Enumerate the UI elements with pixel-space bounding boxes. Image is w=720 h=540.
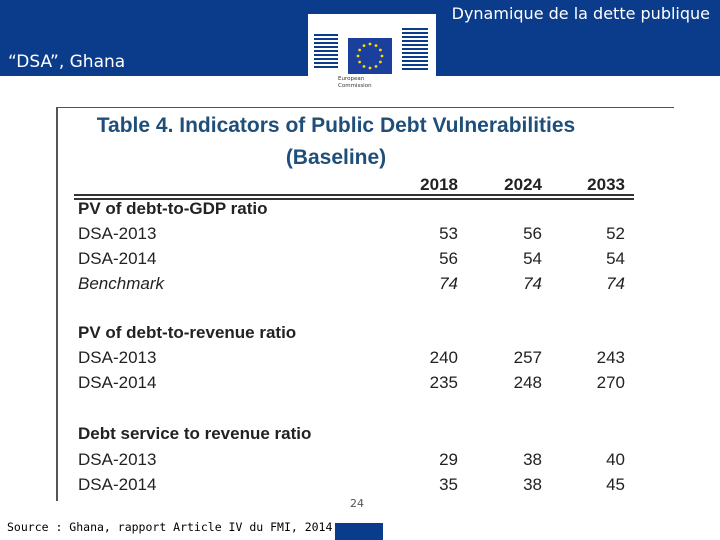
table-cell: 52 [606,224,625,243]
table-cell: 243 [596,348,625,367]
year-header: 2018 [420,175,458,194]
row-label: Benchmark [78,274,164,293]
row-label: DSA-2014 [78,475,157,494]
table-cell: 248 [513,373,542,392]
table-cell: 270 [596,373,625,392]
table-title-line1: Table 4. Indicators of Public Debt Vulne… [96,114,576,137]
slide-subtitle: “DSA”, Ghana [8,52,126,72]
eu-flag-icon [348,38,392,74]
year-header: 2033 [587,175,625,194]
header-rule-second [74,198,634,200]
row-label: DSA-2013 [78,348,157,367]
section-heading: PV of debt-to-revenue ratio [78,323,297,342]
table-cell: 74 [606,274,625,293]
slide-title: Dynamique de la dette publique [451,4,710,23]
commission-building-icon [314,28,428,70]
table-cell: 235 [429,373,458,392]
section-heading: Debt service to revenue ratio [78,424,312,443]
row-label: DSA-2014 [78,249,157,268]
page-number: 24 [350,497,364,510]
table-cell: 54 [606,249,625,268]
table-cell: 257 [513,348,542,367]
table-cell: 53 [439,224,458,243]
european-commission-logo: European Commission [308,14,436,100]
table-cell: 45 [606,475,625,494]
logo-text: European Commission [338,76,372,89]
row-label: DSA-2014 [78,373,157,392]
year-header: 2024 [504,175,542,194]
row-label: DSA-2013 [78,224,157,243]
table-title: Table 4. Indicators of Public Debt Vulne… [58,110,614,174]
section-heading: PV of debt-to-GDP ratio [78,199,268,218]
table-cell: 74 [523,274,542,293]
table-cell: 56 [523,224,542,243]
table-cell: 29 [439,450,458,469]
table-cell: 56 [439,249,458,268]
header-rule [74,194,634,196]
row-label: DSA-2013 [78,450,157,469]
table-cell: 40 [606,450,625,469]
table-cell: 35 [439,475,458,494]
table-cell: 38 [523,450,542,469]
table-cell: 74 [439,274,458,293]
table-title-line2: (Baseline) [285,146,387,169]
footer-color-block [335,523,383,540]
table-cell: 240 [429,348,458,367]
table-cell: 38 [523,475,542,494]
table-frame [56,107,674,501]
source-note: Source : Ghana, rapport Article IV du FM… [7,520,333,534]
table-cell: 54 [523,249,542,268]
